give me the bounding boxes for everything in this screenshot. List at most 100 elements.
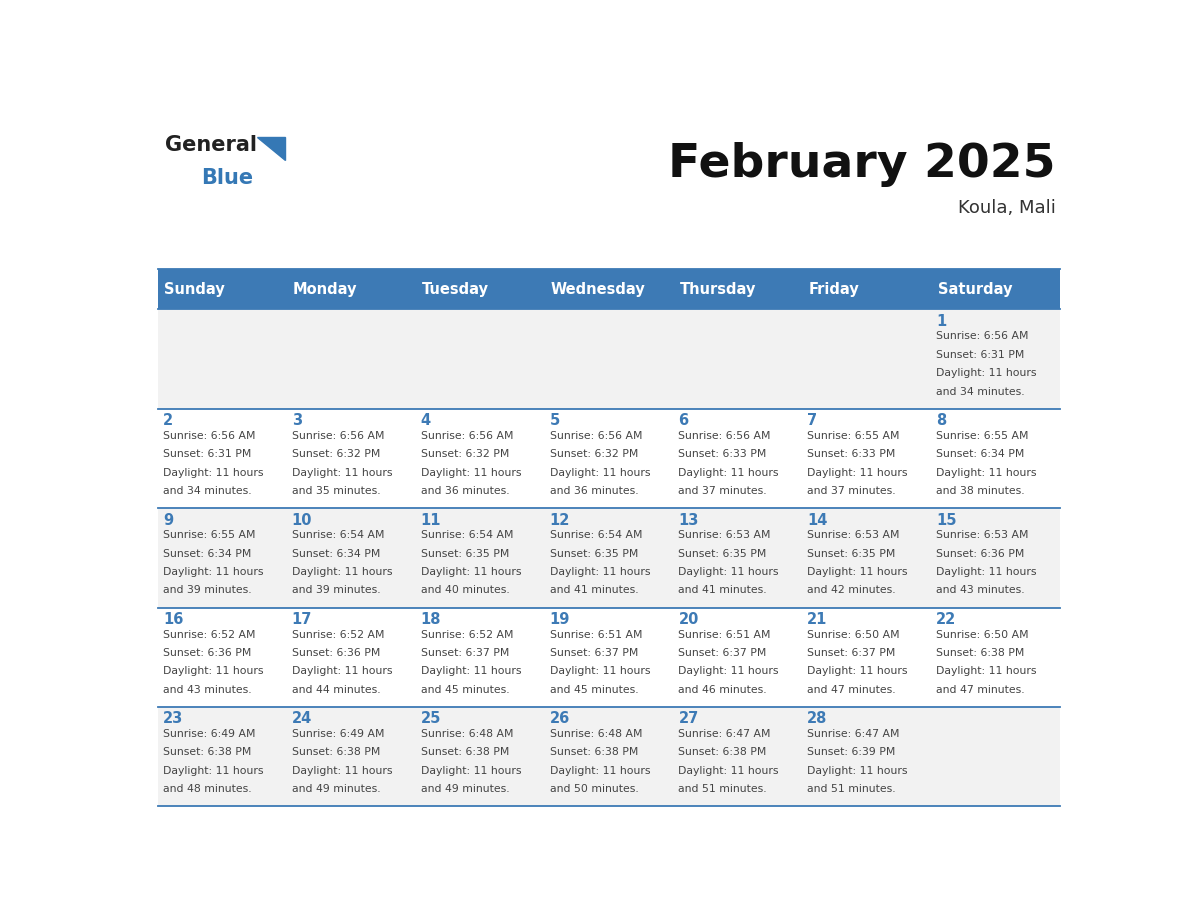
Text: and 39 minutes.: and 39 minutes.: [163, 586, 252, 596]
FancyBboxPatch shape: [931, 309, 1060, 409]
FancyBboxPatch shape: [416, 509, 544, 608]
Text: Friday: Friday: [809, 282, 859, 297]
Text: Daylight: 11 hours: Daylight: 11 hours: [550, 567, 650, 577]
Text: 26: 26: [550, 711, 570, 726]
Text: Sunset: 6:31 PM: Sunset: 6:31 PM: [936, 350, 1024, 360]
Text: Sunset: 6:34 PM: Sunset: 6:34 PM: [292, 549, 380, 558]
Text: 4: 4: [421, 413, 431, 428]
Text: 14: 14: [808, 512, 828, 528]
Text: Sunset: 6:38 PM: Sunset: 6:38 PM: [421, 747, 508, 757]
FancyBboxPatch shape: [544, 269, 674, 309]
Text: Blue: Blue: [201, 168, 253, 188]
Text: Sunset: 6:35 PM: Sunset: 6:35 PM: [678, 549, 766, 558]
Text: Sunrise: 6:52 AM: Sunrise: 6:52 AM: [421, 630, 513, 640]
Text: Sunday: Sunday: [164, 282, 225, 297]
Text: Sunset: 6:36 PM: Sunset: 6:36 PM: [936, 549, 1024, 558]
Text: Sunset: 6:34 PM: Sunset: 6:34 PM: [163, 549, 251, 558]
FancyBboxPatch shape: [544, 409, 674, 509]
FancyBboxPatch shape: [674, 269, 802, 309]
Text: Daylight: 11 hours: Daylight: 11 hours: [808, 567, 908, 577]
Text: Sunset: 6:38 PM: Sunset: 6:38 PM: [678, 747, 766, 757]
FancyBboxPatch shape: [158, 269, 286, 309]
Text: Sunset: 6:32 PM: Sunset: 6:32 PM: [550, 449, 638, 459]
FancyBboxPatch shape: [158, 707, 286, 806]
Text: Daylight: 11 hours: Daylight: 11 hours: [163, 467, 264, 477]
Text: Sunset: 6:39 PM: Sunset: 6:39 PM: [808, 747, 896, 757]
Text: and 47 minutes.: and 47 minutes.: [936, 685, 1025, 695]
Text: 5: 5: [550, 413, 560, 428]
Text: 27: 27: [678, 711, 699, 726]
FancyBboxPatch shape: [158, 608, 286, 707]
Text: and 34 minutes.: and 34 minutes.: [163, 486, 252, 496]
Text: and 51 minutes.: and 51 minutes.: [808, 784, 896, 794]
Text: Wednesday: Wednesday: [551, 282, 645, 297]
Text: Sunrise: 6:55 AM: Sunrise: 6:55 AM: [936, 431, 1029, 441]
Text: and 35 minutes.: and 35 minutes.: [292, 486, 380, 496]
Text: Daylight: 11 hours: Daylight: 11 hours: [936, 467, 1037, 477]
Text: 20: 20: [678, 612, 699, 627]
Text: Sunset: 6:37 PM: Sunset: 6:37 PM: [421, 648, 508, 658]
Text: Daylight: 11 hours: Daylight: 11 hours: [936, 368, 1037, 378]
Text: Sunrise: 6:47 AM: Sunrise: 6:47 AM: [678, 729, 771, 739]
FancyBboxPatch shape: [674, 707, 802, 806]
Text: 8: 8: [936, 413, 947, 428]
FancyBboxPatch shape: [931, 269, 1060, 309]
Text: Sunset: 6:35 PM: Sunset: 6:35 PM: [421, 549, 508, 558]
Text: Sunrise: 6:52 AM: Sunrise: 6:52 AM: [292, 630, 384, 640]
FancyBboxPatch shape: [544, 608, 674, 707]
Text: Sunset: 6:38 PM: Sunset: 6:38 PM: [292, 747, 380, 757]
Text: Daylight: 11 hours: Daylight: 11 hours: [163, 567, 264, 577]
Text: Daylight: 11 hours: Daylight: 11 hours: [936, 567, 1037, 577]
Text: and 49 minutes.: and 49 minutes.: [292, 784, 380, 794]
Text: 21: 21: [808, 612, 828, 627]
Text: Sunrise: 6:47 AM: Sunrise: 6:47 AM: [808, 729, 899, 739]
Text: 6: 6: [678, 413, 689, 428]
FancyBboxPatch shape: [802, 269, 931, 309]
Text: 22: 22: [936, 612, 956, 627]
Text: Sunset: 6:33 PM: Sunset: 6:33 PM: [808, 449, 896, 459]
FancyBboxPatch shape: [674, 608, 802, 707]
FancyBboxPatch shape: [158, 309, 286, 409]
Text: Daylight: 11 hours: Daylight: 11 hours: [292, 766, 392, 776]
Text: Daylight: 11 hours: Daylight: 11 hours: [163, 666, 264, 677]
Text: Daylight: 11 hours: Daylight: 11 hours: [421, 567, 522, 577]
FancyBboxPatch shape: [931, 409, 1060, 509]
Text: Sunset: 6:38 PM: Sunset: 6:38 PM: [936, 648, 1024, 658]
Text: Sunset: 6:35 PM: Sunset: 6:35 PM: [550, 549, 638, 558]
Text: 10: 10: [292, 512, 312, 528]
FancyBboxPatch shape: [931, 608, 1060, 707]
Text: 3: 3: [292, 413, 302, 428]
Text: and 45 minutes.: and 45 minutes.: [421, 685, 510, 695]
Text: Daylight: 11 hours: Daylight: 11 hours: [678, 567, 779, 577]
Text: 2: 2: [163, 413, 173, 428]
FancyBboxPatch shape: [416, 409, 544, 509]
Text: Sunrise: 6:56 AM: Sunrise: 6:56 AM: [678, 431, 771, 441]
FancyBboxPatch shape: [802, 509, 931, 608]
FancyBboxPatch shape: [544, 707, 674, 806]
Text: Daylight: 11 hours: Daylight: 11 hours: [678, 666, 779, 677]
Text: and 44 minutes.: and 44 minutes.: [292, 685, 380, 695]
Text: Sunrise: 6:53 AM: Sunrise: 6:53 AM: [936, 531, 1029, 540]
Text: and 43 minutes.: and 43 minutes.: [163, 685, 252, 695]
Text: Thursday: Thursday: [680, 282, 756, 297]
Text: Sunrise: 6:56 AM: Sunrise: 6:56 AM: [550, 431, 642, 441]
Text: and 48 minutes.: and 48 minutes.: [163, 784, 252, 794]
Text: Sunrise: 6:51 AM: Sunrise: 6:51 AM: [550, 630, 642, 640]
Text: 9: 9: [163, 512, 173, 528]
Text: Daylight: 11 hours: Daylight: 11 hours: [292, 467, 392, 477]
Text: 13: 13: [678, 512, 699, 528]
Text: Sunrise: 6:52 AM: Sunrise: 6:52 AM: [163, 630, 255, 640]
Text: Sunrise: 6:54 AM: Sunrise: 6:54 AM: [292, 531, 384, 540]
Text: Daylight: 11 hours: Daylight: 11 hours: [421, 766, 522, 776]
Text: Daylight: 11 hours: Daylight: 11 hours: [678, 467, 779, 477]
Text: Sunset: 6:38 PM: Sunset: 6:38 PM: [550, 747, 638, 757]
Text: General: General: [165, 135, 257, 155]
FancyBboxPatch shape: [931, 707, 1060, 806]
Text: Daylight: 11 hours: Daylight: 11 hours: [421, 666, 522, 677]
Text: Sunset: 6:37 PM: Sunset: 6:37 PM: [808, 648, 896, 658]
Text: Monday: Monday: [293, 282, 358, 297]
FancyBboxPatch shape: [802, 707, 931, 806]
Text: February 2025: February 2025: [668, 142, 1055, 187]
FancyBboxPatch shape: [802, 309, 931, 409]
Text: Sunrise: 6:49 AM: Sunrise: 6:49 AM: [292, 729, 384, 739]
